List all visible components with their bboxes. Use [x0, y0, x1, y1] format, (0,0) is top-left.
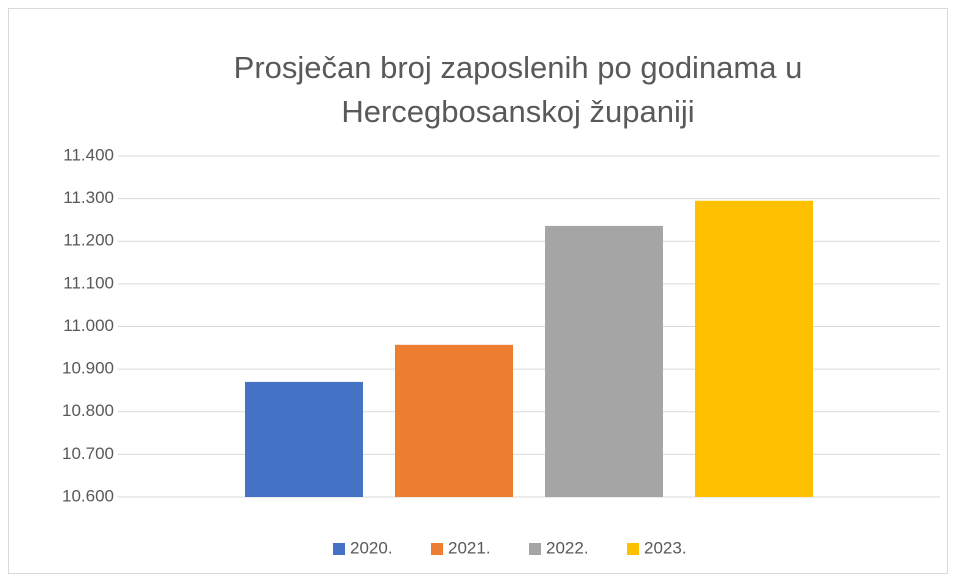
legend-swatch — [627, 543, 639, 555]
chart-title: Prosječan broj zaposlenih po godinama u … — [233, 50, 803, 129]
y-tick-label: 11.400 — [63, 145, 114, 164]
y-tick-label: 10.900 — [62, 359, 114, 378]
bar — [695, 200, 813, 497]
y-tick-label: 11.300 — [63, 188, 114, 207]
legend-label: 2021. — [448, 538, 491, 557]
legend-label: 2023. — [644, 538, 687, 557]
chart-frame — [8, 8, 948, 574]
legend-swatch — [431, 543, 443, 555]
legend-swatch — [333, 543, 345, 555]
y-tick-label: 11.000 — [63, 316, 114, 335]
legend-label: 2020. — [350, 538, 393, 557]
y-tick-label: 10.800 — [62, 401, 114, 420]
y-tick-label: 10.700 — [62, 444, 114, 463]
bar — [245, 381, 363, 497]
y-tick-label: 10.600 — [62, 486, 114, 505]
bar — [395, 344, 513, 497]
y-tick-label: 11.100 — [63, 273, 114, 292]
legend-swatch — [529, 543, 541, 555]
legend-label: 2022. — [546, 538, 589, 557]
y-tick-label: 11.200 — [63, 231, 114, 250]
bar — [545, 225, 663, 497]
